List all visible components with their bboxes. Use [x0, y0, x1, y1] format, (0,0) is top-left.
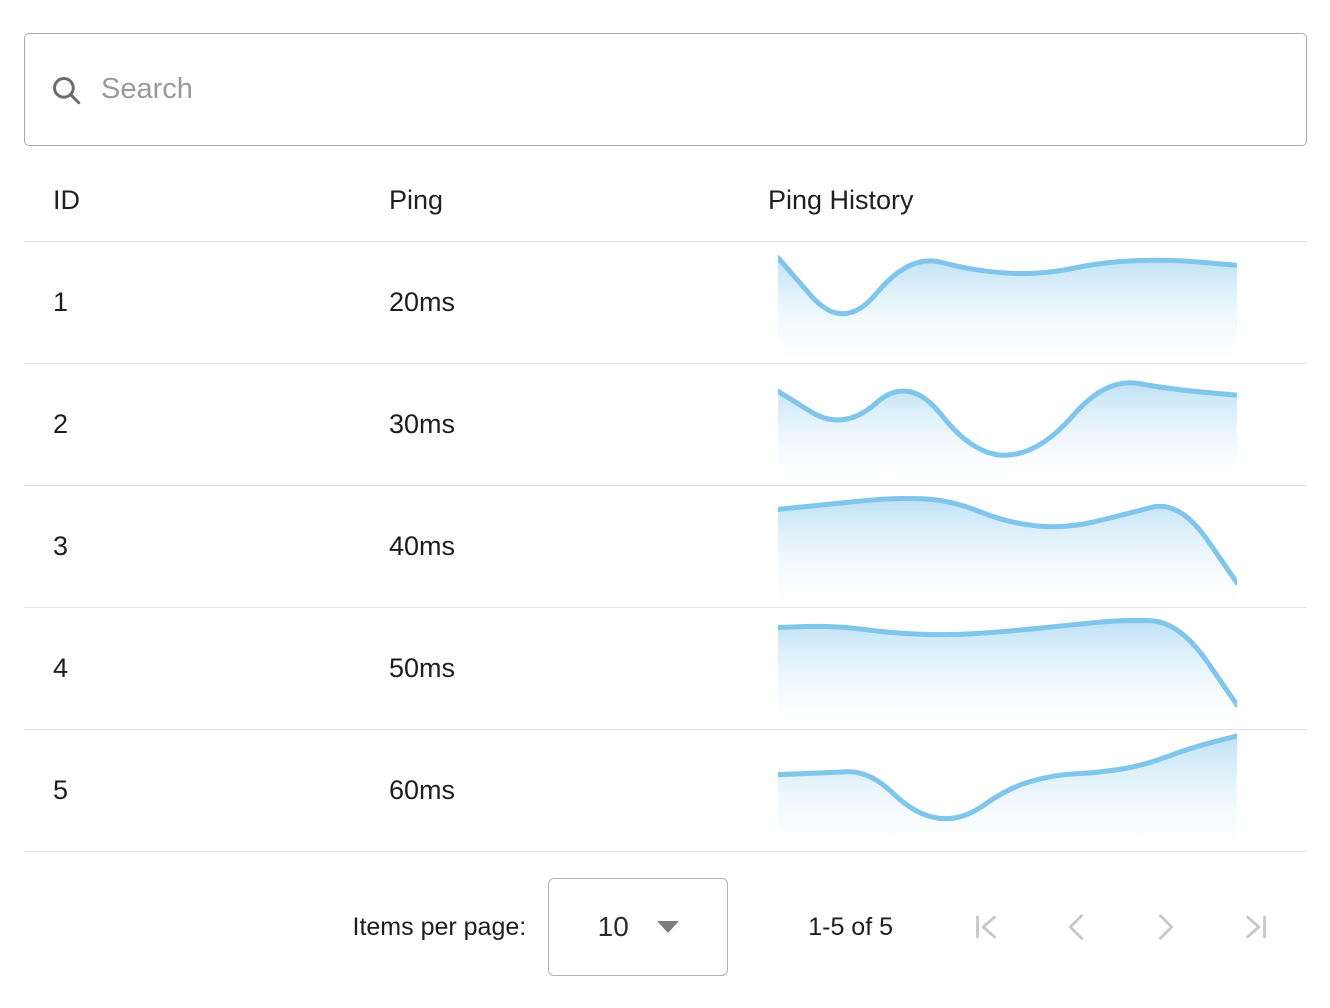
cell-id: 2 [53, 409, 69, 439]
last-page-icon [1239, 910, 1273, 944]
table-row[interactable]: 1 20ms [24, 242, 1307, 364]
cell-ping: 40ms [389, 531, 456, 561]
chevron-down-icon [656, 921, 679, 933]
column-header-history: Ping History [768, 185, 914, 215]
pagination-buttons [965, 906, 1285, 948]
range-label: 1-5 of 5 [808, 912, 893, 941]
search-input[interactable] [101, 73, 1282, 106]
cell-ping-history [768, 608, 1307, 729]
first-page-button[interactable] [965, 906, 1007, 948]
ping-table: ID Ping Ping History 1 20ms 2 30ms 3 40m… [24, 160, 1307, 852]
column-header-id: ID [53, 185, 80, 215]
table-row[interactable]: 3 40ms [24, 486, 1307, 608]
cell-ping-history [768, 730, 1307, 851]
cell-id: 5 [53, 775, 69, 805]
cell-id: 4 [53, 653, 69, 683]
chevron-left-icon [1059, 910, 1093, 944]
cell-id: 3 [53, 531, 69, 561]
table-row[interactable]: 2 30ms [24, 364, 1307, 486]
table-row[interactable]: 4 50ms [24, 608, 1307, 730]
table-row[interactable]: 5 60ms [24, 730, 1307, 852]
items-per-page-label: Items per page: [352, 912, 527, 941]
last-page-button[interactable] [1235, 906, 1277, 948]
chevron-right-icon [1149, 910, 1183, 944]
paginator: Items per page: 10 1-5 of 5 [24, 866, 1307, 988]
cell-ping: 60ms [389, 775, 456, 805]
sparkline-chart-1 [778, 242, 1237, 363]
cell-ping-history [768, 486, 1307, 607]
sparkline-chart-3 [778, 486, 1237, 607]
cell-ping: 20ms [389, 287, 456, 317]
next-page-button[interactable] [1145, 906, 1187, 948]
table-header-row: ID Ping Ping History [24, 160, 1307, 242]
column-header-ping: Ping [389, 185, 444, 215]
items-per-page-value: 10 [597, 911, 629, 942]
cell-ping-history [768, 364, 1307, 485]
sparkline-chart-5 [778, 730, 1237, 851]
previous-page-button[interactable] [1055, 906, 1097, 948]
sparkline-chart-4 [778, 608, 1237, 729]
search-field[interactable] [24, 33, 1307, 146]
cell-ping: 30ms [389, 409, 456, 439]
search-icon [49, 73, 83, 107]
cell-id: 1 [53, 287, 69, 317]
cell-ping-history [768, 242, 1307, 363]
first-page-icon [969, 910, 1003, 944]
sparkline-chart-2 [778, 364, 1237, 485]
items-per-page-select[interactable]: 10 [548, 878, 729, 976]
cell-ping: 50ms [389, 653, 456, 683]
